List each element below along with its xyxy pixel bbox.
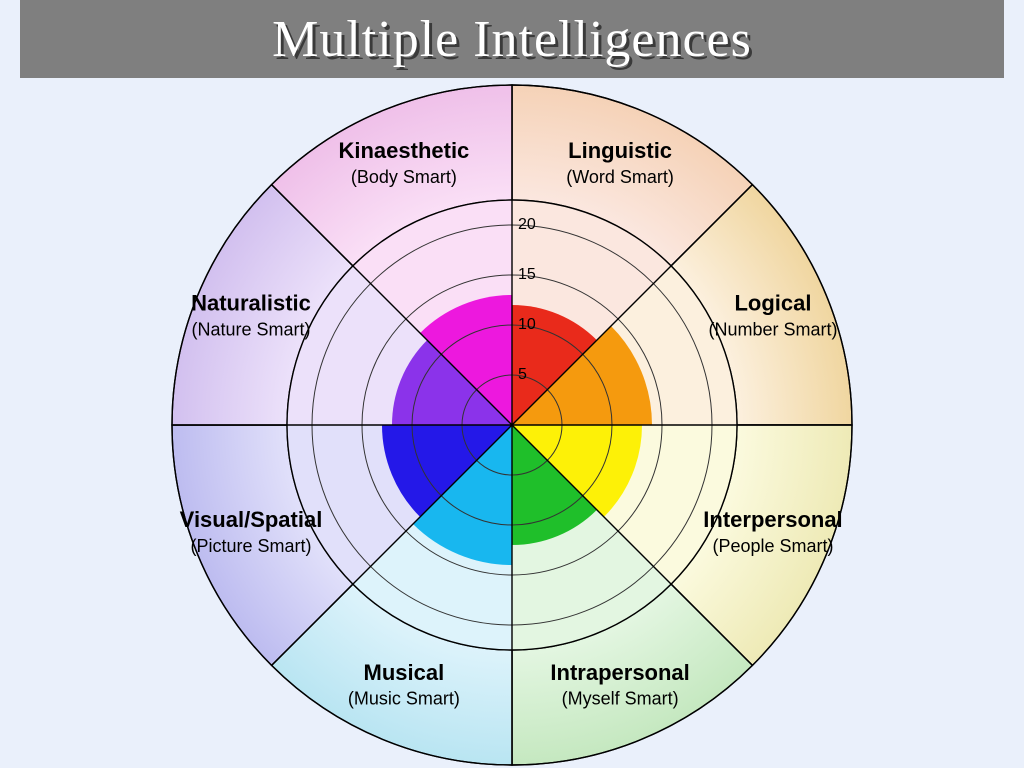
sublabel-linguistic: (Word Smart)	[566, 167, 674, 187]
label-logical: Logical	[734, 291, 811, 316]
tick-label-20: 20	[518, 216, 536, 233]
label-intrapersonal: Intrapersonal	[550, 660, 689, 685]
label-kinaesthetic: Kinaesthetic	[338, 138, 469, 163]
sublabel-kinaesthetic: (Body Smart)	[351, 167, 457, 187]
label-linguistic: Linguistic	[568, 138, 672, 163]
sublabel-intrapersonal: (Myself Smart)	[562, 689, 679, 709]
page-title-bar: Multiple Intelligences	[20, 0, 1004, 78]
tick-label-15: 15	[518, 266, 536, 283]
tick-label-5: 5	[518, 366, 527, 383]
sublabel-naturalistic: (Nature Smart)	[191, 320, 310, 340]
sublabel-interpersonal: (People Smart)	[712, 536, 833, 556]
page-title: Multiple Intelligences	[272, 10, 752, 69]
sublabel-logical: (Number Smart)	[708, 320, 837, 340]
sublabel-visual: (Picture Smart)	[190, 536, 311, 556]
radial-chart: 5 10 15 20 Linguistic (Word Smart) Logical (Num…	[0, 0, 1024, 768]
label-interpersonal: Interpersonal	[703, 507, 842, 532]
label-naturalistic: Naturalistic	[191, 291, 311, 316]
tick-label-10: 10	[518, 316, 536, 333]
label-visual: Visual/Spatial	[180, 507, 323, 532]
label-musical: Musical	[364, 660, 445, 685]
sublabel-musical: (Music Smart)	[348, 689, 460, 709]
